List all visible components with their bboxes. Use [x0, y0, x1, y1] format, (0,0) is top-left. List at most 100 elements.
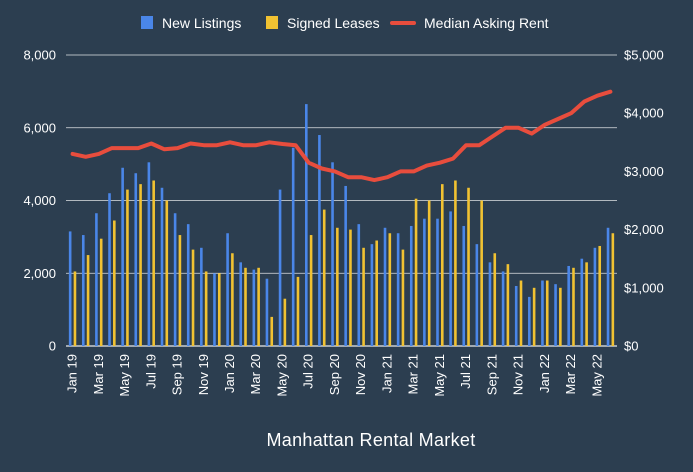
x-tick-label: May 20: [274, 354, 289, 397]
x-tick-label: Nov 21: [511, 354, 526, 395]
left-y-tick-label: 6,000: [23, 120, 56, 135]
new-listings-bar: [514, 285, 518, 346]
new-listings-bar: [252, 269, 256, 346]
legend-item: Signed Leases: [266, 15, 380, 31]
new-listings-bar: [265, 278, 269, 346]
x-tick-label: Mar 21: [406, 354, 421, 394]
new-listings-bar: [68, 231, 72, 346]
signed-leases-bar: [86, 255, 90, 346]
new-listings-bar: [606, 227, 610, 346]
new-listings-bar: [396, 233, 400, 346]
signed-leases-bar: [598, 245, 602, 346]
new-listings-bar: [344, 185, 347, 346]
x-tick-label: Jul 20: [301, 354, 316, 389]
right-y-tick-label: $5,000: [624, 48, 664, 63]
signed-leases-bar: [336, 227, 339, 346]
new-listings-bar: [291, 147, 295, 346]
signed-leases-bar: [545, 280, 549, 346]
new-listings-bar: [81, 235, 85, 346]
signed-leases-bar: [493, 253, 497, 346]
new-listings-bar: [121, 167, 124, 346]
new-listings-bar: [95, 213, 98, 346]
new-listings-bar: [383, 227, 387, 346]
x-tick-label: Jul 21: [458, 354, 473, 389]
signed-leases-bar: [532, 287, 536, 346]
x-tick-label: Nov 20: [353, 354, 368, 395]
new-listings-bar: [475, 244, 479, 346]
signed-leases-bar: [296, 276, 300, 346]
signed-leases-bar: [322, 209, 326, 346]
signed-leases-bar: [519, 280, 523, 346]
right-y-tick-label: $4,000: [624, 106, 664, 121]
signed-leases-bar: [506, 264, 510, 346]
new-listings-bar: [357, 224, 361, 346]
signed-leases-bar: [414, 198, 418, 346]
left-y-tick-label: 0: [49, 339, 56, 354]
signed-leases-bar: [427, 200, 431, 346]
new-listings-bar: [134, 173, 138, 346]
left-y-axis: 0 2,000 4,000 6,000 8,000: [23, 48, 56, 354]
legend-label: Median Asking Rent: [424, 15, 549, 31]
legend-item: New Listings: [141, 15, 241, 31]
new-listings-bar: [213, 273, 216, 346]
signed-leases-bar: [401, 249, 405, 346]
signed-leases-bar: [480, 200, 483, 346]
rent-line: [70, 89, 613, 183]
x-tick-label: Nov 19: [196, 354, 211, 395]
x-tick-label: Sep 21: [484, 354, 499, 395]
right-y-tick-label: $1,000: [624, 280, 664, 295]
new-listings-bar: [580, 258, 584, 346]
x-tick-label: May 22: [589, 354, 604, 397]
new-listings-bar: [370, 244, 374, 346]
x-tick-label: Sep 20: [327, 354, 342, 395]
legend-label: Signed Leases: [287, 15, 380, 31]
x-tick-label: Jan 22: [537, 354, 552, 393]
signed-leases-bar: [585, 262, 588, 346]
new-listings-bar: [409, 225, 413, 346]
legend-label: New Listings: [162, 15, 241, 31]
x-tick-label: Jan 20: [222, 354, 237, 393]
signed-leases-bar: [270, 316, 274, 346]
legend-swatch: [141, 16, 153, 29]
signed-leases-bar: [99, 238, 103, 346]
right-y-axis: $0 $1,000 $2,000 $3,000 $4,000 $5,000: [624, 48, 664, 354]
x-tick-label: May 21: [432, 354, 447, 397]
x-tick-label: Jan 19: [65, 354, 80, 393]
legend-swatch: [266, 16, 278, 29]
signed-leases-bar: [611, 233, 615, 346]
new-listings-bar: [528, 296, 531, 346]
new-listings-bar: [278, 189, 282, 346]
signed-leases-bar: [165, 200, 169, 346]
signed-leases-bar: [349, 229, 352, 346]
new-listings-bar: [449, 211, 452, 346]
new-listings-bar: [305, 104, 308, 346]
new-listings-bar: [318, 135, 321, 346]
new-listings-bar: [501, 271, 505, 346]
signed-leases-bar: [152, 180, 155, 346]
x-tick-label: Mar 19: [91, 354, 106, 394]
new-listings-bar: [173, 213, 177, 346]
x-tick-label: Jul 19: [143, 354, 158, 389]
new-listings-bar: [436, 218, 439, 346]
new-listings-bar: [226, 233, 229, 346]
x-axis: Jan 19 Mar 19 May 19 Jul 19 Sep 19 Nov 19 Jan …: [65, 354, 605, 397]
bars: [68, 104, 615, 346]
legend-item: Median Asking Rent: [390, 15, 549, 31]
signed-leases-bar: [440, 184, 444, 346]
signed-leases-bar: [231, 253, 234, 346]
signed-leases-bar: [283, 298, 287, 346]
new-listings-bar: [567, 265, 570, 346]
new-listings-bar: [423, 218, 426, 346]
left-y-tick-label: 2,000: [23, 266, 56, 281]
legend: New Listings Signed Leases Median Asking R…: [141, 15, 549, 31]
new-listings-bar: [186, 224, 190, 346]
new-listings-bar: [331, 162, 334, 346]
signed-leases-bar: [204, 271, 208, 346]
signed-leases-bar: [139, 184, 142, 346]
signed-leases-bar: [217, 273, 221, 346]
signed-leases-bar: [375, 240, 378, 346]
x-tick-label: Sep 19: [170, 354, 185, 395]
new-listings-bar: [554, 284, 557, 346]
